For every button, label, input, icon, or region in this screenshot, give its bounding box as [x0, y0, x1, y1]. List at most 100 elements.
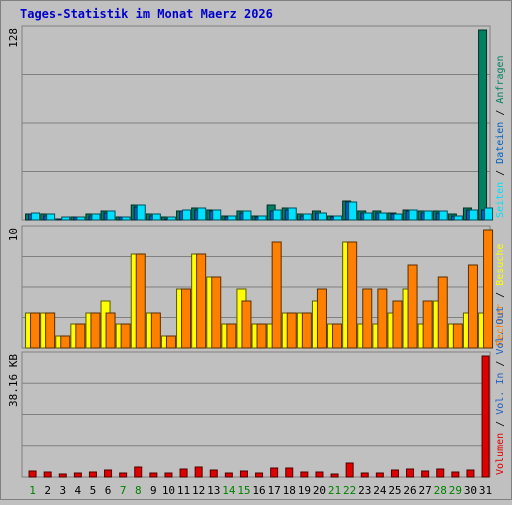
day-label-9: 9 — [150, 484, 157, 497]
bar-seiten-day-12 — [197, 207, 207, 221]
bar-volumen-day-12 — [194, 466, 203, 478]
bar-seiten-day-9 — [151, 213, 161, 221]
legend-besuche: Besuche — [495, 244, 506, 286]
bar-volumen-day-20 — [315, 471, 324, 478]
bar-rechner-day-4 — [75, 323, 86, 349]
bar-seiten-day-4 — [76, 216, 86, 221]
bar-seiten-day-25 — [393, 213, 403, 221]
legend-separator: / — [495, 355, 506, 373]
bar-volumen-day-26 — [406, 468, 415, 478]
bar-volumen-day-24 — [375, 472, 384, 478]
bar-rechner-day-17 — [271, 241, 282, 349]
bar-rechner-day-14 — [226, 323, 237, 349]
bar-volumen-day-16 — [255, 472, 264, 478]
bar-rechner-day-6 — [105, 312, 116, 349]
bar-volumen-day-2 — [43, 471, 52, 478]
bar-volumen-day-14 — [224, 472, 233, 478]
day-label-23: 23 — [358, 484, 371, 497]
day-label-30: 30 — [464, 484, 477, 497]
bar-volumen-day-18 — [285, 467, 294, 478]
bar-seiten-day-11 — [182, 209, 192, 221]
bar-seiten-day-8 — [136, 204, 146, 221]
bar-volumen-day-13 — [209, 469, 218, 478]
day-label-1: 1 — [29, 484, 36, 497]
bar-rechner-day-5 — [90, 312, 101, 349]
bar-seiten-day-10 — [166, 216, 176, 221]
bar-rechner-day-19 — [301, 312, 312, 349]
bar-seiten-day-13 — [212, 209, 222, 221]
legend-dateien: Dateien — [495, 122, 506, 164]
bar-rechner-day-10 — [165, 335, 176, 349]
bar-seiten-day-14 — [227, 215, 237, 221]
day-label-18: 18 — [283, 484, 296, 497]
legend-seiten: Seiten — [495, 182, 506, 218]
bar-volumen-day-29 — [451, 471, 460, 478]
day-label-4: 4 — [75, 484, 82, 497]
day-label-17: 17 — [268, 484, 281, 497]
bar-volumen-day-17 — [270, 467, 279, 478]
chart-title: Tages-Statistik im Monat Maerz 2026 — [20, 7, 273, 21]
day-label-11: 11 — [177, 484, 190, 497]
bar-rechner-day-26 — [407, 264, 418, 349]
bar-volumen-day-28 — [436, 468, 445, 478]
bar-volumen-day-22 — [345, 462, 354, 478]
bar-seiten-day-5 — [91, 213, 101, 221]
legend: Rechner / Besuche — [495, 244, 506, 346]
legend-separator: / — [495, 286, 506, 304]
day-label-12: 12 — [192, 484, 205, 497]
legend-separator: / — [495, 164, 506, 182]
bar-seiten-day-20 — [317, 212, 327, 221]
bar-rechner-day-18 — [286, 312, 297, 349]
bar-seiten-day-28 — [438, 210, 448, 221]
y-max-label: 128 — [7, 28, 20, 48]
day-label-14: 14 — [222, 484, 236, 497]
bar-rechner-day-11 — [181, 288, 192, 349]
bar-volumen-day-7 — [119, 472, 128, 478]
bar-rechner-day-8 — [135, 253, 146, 349]
bar-seiten-day-16 — [257, 215, 267, 221]
legend: Seiten / Dateien / Anfragen — [495, 55, 506, 218]
bar-seiten-day-26 — [408, 209, 418, 221]
day-label-28: 28 — [434, 484, 447, 497]
bar-volumen-day-27 — [421, 470, 430, 478]
bar-rechner-day-21 — [332, 323, 343, 349]
bar-seiten-day-23 — [363, 212, 373, 221]
legend-anfragen: Anfragen — [495, 55, 506, 103]
bar-rechner-day-25 — [392, 300, 403, 349]
legend-separator: / — [495, 415, 506, 433]
legend-separator: / — [495, 104, 506, 122]
day-label-3: 3 — [59, 484, 66, 497]
panel-1: 128 Seiten / Dateien / Anfragen — [7, 25, 506, 221]
bar-volumen-day-23 — [360, 472, 369, 478]
bar-seiten-day-30 — [468, 209, 478, 221]
bar-rechner-day-30 — [467, 264, 478, 349]
bar-volumen-day-8 — [134, 466, 143, 478]
bar-rechner-day-13 — [211, 276, 222, 349]
day-label-13: 13 — [207, 484, 220, 497]
bar-seiten-day-1 — [31, 212, 41, 221]
bar-volumen-day-31 — [481, 355, 490, 478]
bar-rechner-day-29 — [452, 323, 463, 349]
bar-volumen-day-3 — [58, 473, 67, 478]
day-label-31: 31 — [479, 484, 492, 497]
bar-rechner-day-7 — [120, 323, 131, 349]
bar-rechner-day-23 — [362, 288, 373, 349]
bar-rechner-day-1 — [30, 312, 41, 349]
bar-rechner-day-16 — [256, 323, 267, 349]
bar-rechner-day-9 — [150, 312, 161, 349]
bar-rechner-day-31 — [483, 229, 494, 349]
bar-rechner-day-20 — [316, 288, 327, 349]
bar-anfragen-day-31 — [478, 29, 488, 221]
bar-volumen-day-19 — [300, 471, 309, 478]
day-label-2: 2 — [44, 484, 51, 497]
day-label-6: 6 — [105, 484, 112, 497]
bar-rechner-day-12 — [196, 253, 207, 349]
legend-rechner: Rechner — [495, 304, 506, 346]
bar-volumen-day-25 — [390, 469, 399, 478]
bar-volumen-day-11 — [179, 468, 188, 478]
bar-rechner-day-2 — [45, 312, 56, 349]
day-label-19: 19 — [298, 484, 311, 497]
bar-volumen-day-4 — [73, 472, 82, 478]
bar-seiten-day-19 — [302, 213, 312, 221]
